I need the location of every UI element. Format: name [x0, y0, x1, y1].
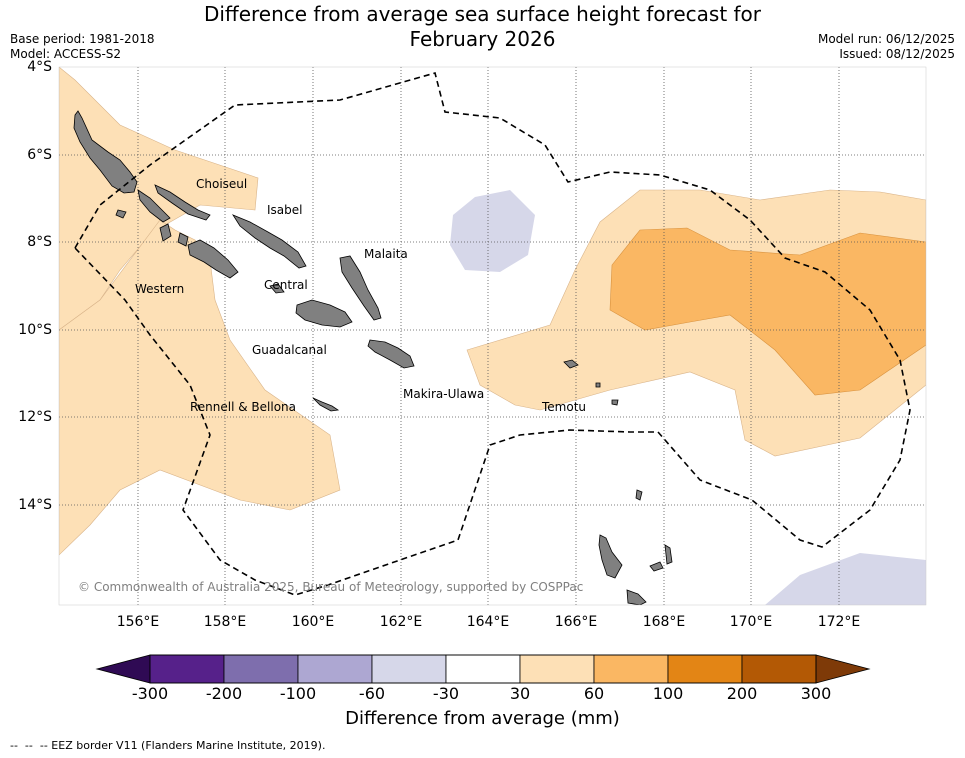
colorbar-segment: [445, 654, 521, 684]
eez-border: [74, 72, 911, 596]
island-new-georgia: [187, 239, 239, 279]
colorbar-extend-low: [95, 654, 151, 684]
island-choiseul-2: [137, 189, 171, 223]
island-choiseul: [154, 184, 211, 221]
colorbar-segment: [149, 654, 225, 684]
chart-title: Difference from average sea surface heig…: [0, 2, 965, 52]
island-vanuatu-espiritu: [598, 534, 623, 579]
colorbar-tick: -300: [131, 684, 169, 703]
issued-date: Issued: 08/12/2025: [839, 47, 955, 61]
anomaly-neg30-neg60-central: [450, 190, 535, 272]
island-temotu-2: [595, 382, 601, 388]
place-label-makira-ulawa: Makira-Ulawa: [403, 387, 485, 401]
model-run: Model run: 06/12/2025: [817, 32, 955, 46]
lon-label-160e: 160°E: [291, 614, 335, 630]
anomaly-neg30-neg60-southeast: [765, 553, 926, 605]
colorbar-tick: -200: [205, 684, 243, 703]
title-line-2: February 2026: [409, 27, 556, 51]
colorbar-segment: [741, 654, 817, 684]
colorbar-segment: [667, 654, 743, 684]
lon-label-168e: 168°E: [642, 614, 686, 630]
lon-label-158e: 158°E: [203, 614, 247, 630]
model-name: Model: ACCESS-S2: [10, 47, 122, 61]
copyright-notice: © Commonwealth of Australia 2025, Bureau…: [78, 580, 584, 594]
island-western-small: [159, 223, 172, 242]
lon-label-156e: 156°E: [116, 614, 160, 630]
island-malaita: [339, 255, 382, 321]
island-bougainville: [73, 110, 138, 194]
colorbar-title: Difference from average (mm): [345, 708, 620, 729]
island-vanuatu-ambae: [664, 544, 673, 565]
lat-label-12s: 12°S: [18, 409, 52, 425]
lon-label-166e: 166°E: [554, 614, 598, 630]
island-vanuatu-banks: [635, 489, 643, 501]
colorbar-segments: [149, 654, 817, 684]
colorbar-segment: [593, 654, 669, 684]
colorbar-tick: 200: [726, 684, 758, 703]
island-central: [269, 283, 285, 294]
island-isabel: [231, 214, 307, 269]
colorbar-extend-high: [815, 654, 871, 684]
island-western-small-2: [177, 232, 189, 247]
colorbar-tick: -30: [432, 684, 460, 703]
place-label-temotu: Temotu: [542, 400, 587, 414]
colorbar-tick: -100: [279, 684, 317, 703]
islands: [73, 110, 673, 605]
colorbar-tick: 300: [800, 684, 832, 703]
colorbar-segment: [519, 654, 595, 684]
colorbar-tick: 30: [509, 684, 531, 703]
colorbar-tick: 60: [583, 684, 605, 703]
island-vanuatu-efate: [626, 589, 647, 605]
place-label-western: Western: [135, 282, 185, 296]
place-label-isabel: Isabel: [267, 203, 303, 217]
eez-legend-note: -- -- -- EEZ border V11 (Flanders Marine…: [10, 739, 326, 752]
lat-label-14s: 14°S: [18, 497, 52, 513]
island-western-small-3: [115, 209, 127, 219]
lat-label-6s: 6°S: [27, 147, 52, 163]
lon-label-164e: 164°E: [466, 614, 510, 630]
lat-label-4s: 4°S: [27, 59, 52, 75]
island-rennell: [312, 397, 340, 412]
place-label-choiseul: Choiseul: [196, 177, 248, 191]
colorbar-segment: [297, 654, 373, 684]
place-label-malaita: Malaita: [364, 247, 408, 261]
base-period: Base period: 1981-2018: [10, 32, 155, 46]
colorbar: [95, 654, 871, 684]
meta-left: Base period: 1981-2018 Model: ACCESS-S2: [10, 32, 155, 62]
place-label-central: Central: [264, 278, 308, 292]
meta-right: Model run: 06/12/2025 Issued: 08/12/2025: [818, 32, 955, 62]
lat-label-10s: 10°S: [18, 322, 52, 338]
lon-label-162e: 162°E: [379, 614, 423, 630]
lon-label-172e: 172°E: [817, 614, 861, 630]
island-temotu: [563, 359, 579, 369]
colorbar-tick: 100: [652, 684, 684, 703]
island-guadalcanal: [295, 299, 353, 328]
anomaly-60-100-east: [609, 227, 926, 396]
colorbar-segment: [371, 654, 447, 684]
place-label-rennell-bellona: Rennell & Bellona: [190, 400, 297, 414]
title-line-1: Difference from average sea surface heig…: [203, 2, 762, 26]
lon-label-170e: 170°E: [729, 614, 773, 630]
island-makira: [367, 339, 415, 369]
lat-label-8s: 8°S: [27, 234, 52, 250]
colorbar-segment: [223, 654, 299, 684]
colorbar-tick: -60: [358, 684, 386, 703]
map-frame: [58, 66, 927, 606]
map-area: [59, 67, 926, 605]
place-label-guadalcanal: Guadalcanal: [252, 343, 327, 357]
island-temotu-3: [611, 399, 619, 406]
island-vanuatu-malekula: [649, 561, 664, 572]
colorbar-frame: [149, 654, 817, 684]
